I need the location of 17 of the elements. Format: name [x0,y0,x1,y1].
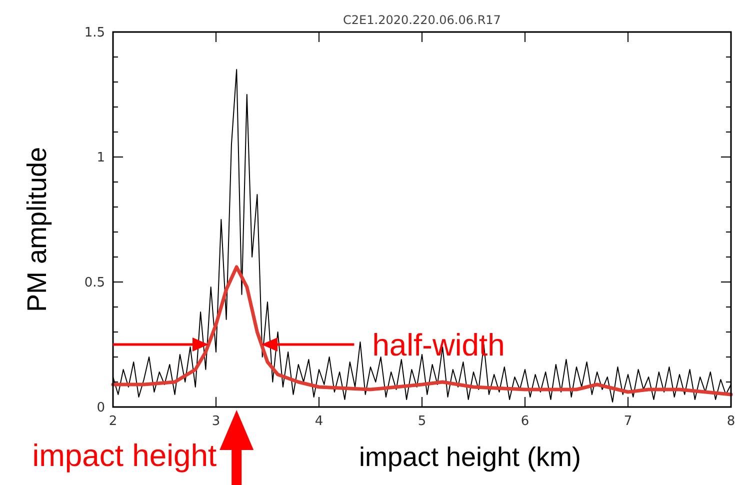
x-tick-label: 6 [520,414,530,429]
x-tick-label: 3 [212,414,220,429]
annotation: half-width [372,327,505,362]
x-tick-label: 4 [314,414,324,429]
line-series [111,265,733,396]
y-tick-label: 1.5 [84,26,105,41]
y-tick-label: 0 [96,400,105,416]
x-axis-title: impact height (km) [358,442,582,472]
y-tick-label: 0.5 [84,276,105,291]
x-tick-label: 7 [624,414,632,429]
y-axis-title: PM amplitude [22,146,52,312]
x-tick-label: 2 [108,414,118,429]
y-tick-label: 1 [96,150,105,166]
x-tick-label: 5 [418,414,426,429]
x-tick-label: 8 [726,414,735,429]
text: impact height [32,438,217,473]
chart-title: C2E1.2020.220.06.06.R17 [343,13,501,27]
